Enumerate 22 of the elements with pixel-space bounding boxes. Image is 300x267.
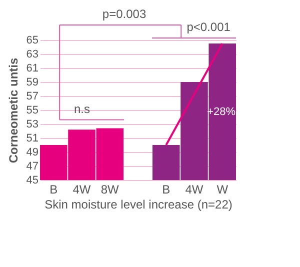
- y-tick-label: 45: [26, 174, 38, 186]
- y-tick-label: 59: [26, 76, 38, 88]
- text: p<0.001: [186, 20, 231, 34]
- x-tick-label: W: [216, 182, 229, 196]
- text: p=0.003: [102, 7, 146, 21]
- y-axis-title: Corneometic untis: [6, 58, 20, 164]
- y-tick-label: 53: [26, 118, 38, 130]
- y-tick-label: 51: [26, 132, 38, 144]
- y-tick-label: 57: [26, 90, 38, 102]
- annotation: n.s: [74, 102, 90, 116]
- y-tick-label: 65: [26, 34, 38, 46]
- y-tick-label: 49: [26, 146, 38, 158]
- x-tick-label: 4W: [72, 182, 92, 196]
- y-tick-label: 55: [26, 104, 38, 116]
- y-tick-label: 63: [26, 48, 38, 60]
- x-axis-title: Skin moisture level increase (n=22): [44, 198, 232, 212]
- x-tick-label: B: [162, 182, 170, 196]
- y-tick-label: 47: [26, 160, 38, 172]
- y-tick-label: 61: [26, 62, 38, 74]
- x-tick-label: B: [50, 182, 58, 196]
- x-tick-label: 8W: [100, 182, 120, 196]
- x-tick-label: 4W: [185, 182, 204, 196]
